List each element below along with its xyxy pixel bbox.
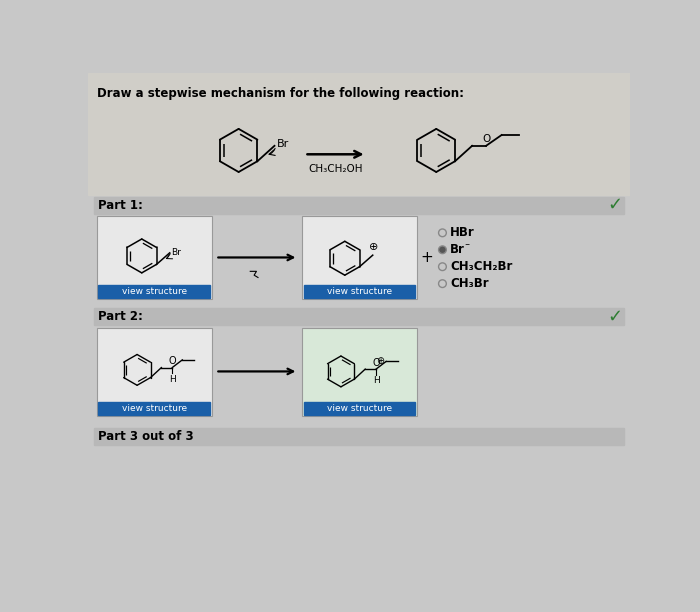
Bar: [98, 402, 210, 414]
Text: +: +: [421, 250, 433, 265]
Bar: [304, 285, 415, 297]
Text: H: H: [169, 375, 176, 384]
Text: view structure: view structure: [122, 287, 187, 296]
Text: CH₃CH₂OH: CH₃CH₂OH: [308, 163, 363, 174]
Text: CH₃CH₂Br: CH₃CH₂Br: [450, 260, 512, 273]
Text: view structure: view structure: [327, 404, 392, 413]
Text: ⁻: ⁻: [464, 242, 469, 252]
FancyBboxPatch shape: [302, 327, 417, 416]
Bar: [94, 308, 624, 325]
Text: CH₃Br: CH₃Br: [450, 277, 489, 290]
Bar: [88, 73, 630, 195]
Text: ⊕: ⊕: [369, 242, 378, 253]
FancyBboxPatch shape: [97, 216, 211, 299]
Text: view structure: view structure: [327, 287, 392, 296]
Bar: [94, 196, 624, 214]
Text: Part 3 out of 3: Part 3 out of 3: [98, 430, 194, 442]
FancyBboxPatch shape: [302, 216, 417, 299]
Text: Br: Br: [276, 140, 289, 149]
FancyBboxPatch shape: [97, 327, 211, 416]
Text: Br: Br: [172, 248, 181, 256]
Text: view structure: view structure: [122, 404, 187, 413]
Bar: [94, 428, 624, 444]
Text: O: O: [169, 356, 176, 366]
Bar: [98, 285, 210, 297]
Bar: [304, 402, 415, 414]
Text: Part 2:: Part 2:: [98, 310, 144, 323]
Circle shape: [439, 246, 447, 253]
Text: ✓: ✓: [607, 196, 622, 214]
Text: H: H: [372, 376, 379, 385]
Text: ⊕: ⊕: [376, 356, 384, 367]
Text: HBr: HBr: [450, 226, 475, 239]
Text: Part 1:: Part 1:: [98, 199, 144, 212]
Text: Draw a stepwise mechanism for the following reaction:: Draw a stepwise mechanism for the follow…: [97, 88, 464, 100]
Text: O: O: [372, 357, 380, 368]
Text: Br: Br: [450, 243, 465, 256]
Text: ✓: ✓: [607, 308, 622, 326]
Text: O: O: [482, 134, 490, 144]
